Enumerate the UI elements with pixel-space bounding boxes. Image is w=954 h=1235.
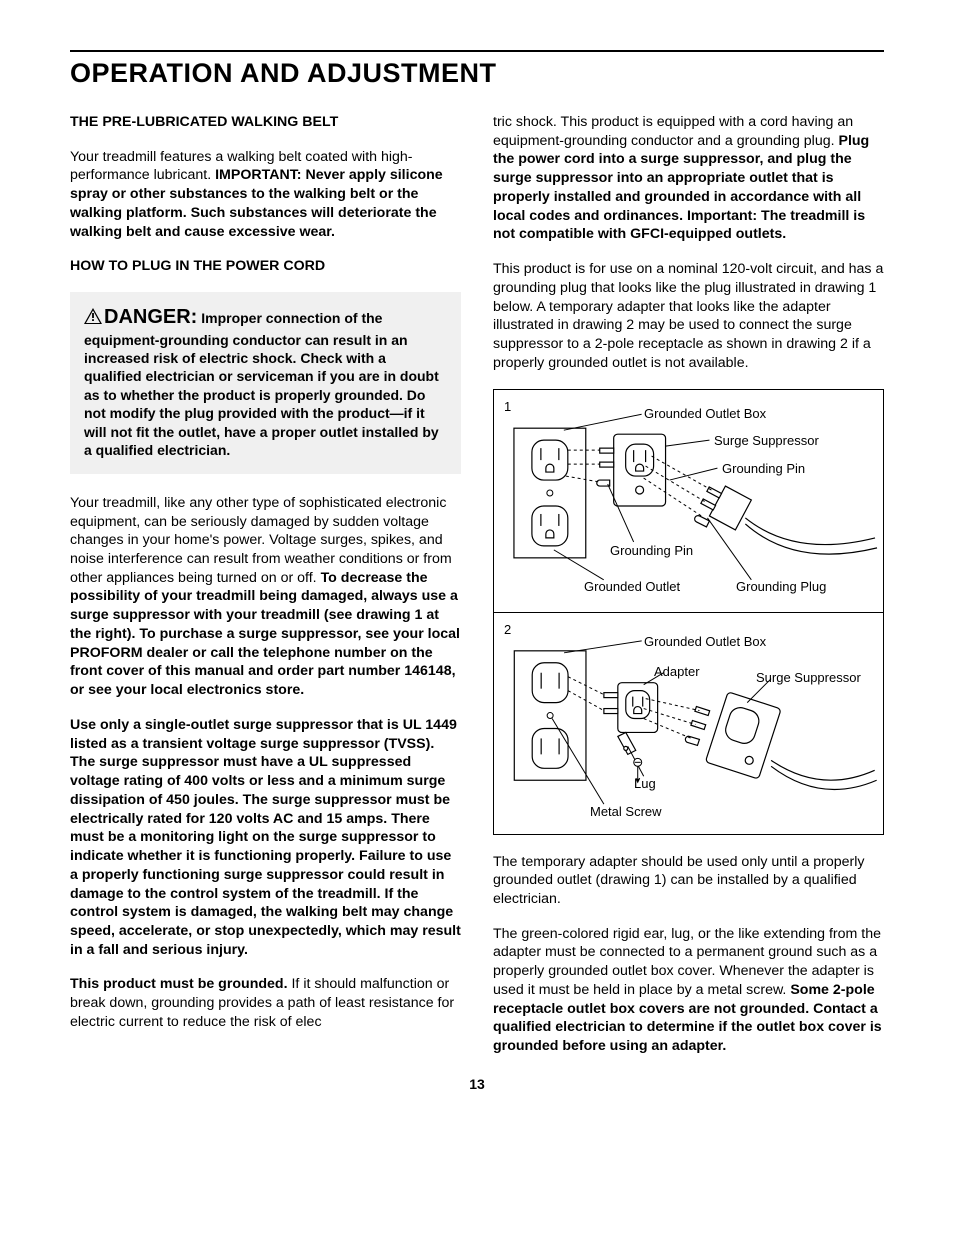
para-temp-adapter: The temporary adapter should be used onl… (493, 853, 884, 909)
page-number: 13 (70, 1076, 884, 1092)
para-lug: The green-colored rigid ear, lug, or the… (493, 925, 884, 1056)
subhead-plug: HOW TO PLUG IN THE POWER CORD (70, 257, 461, 276)
para-surge-intro: Your treadmill, like any other type of s… (70, 494, 461, 700)
danger-word: DANGER: (104, 306, 197, 328)
text-bold: Plug the power cord into a surge suppres… (493, 133, 869, 243)
label-adapter: Adapter (654, 663, 700, 680)
label-gpin1: Grounding Pin (722, 460, 805, 477)
label-surge: Surge Suppressor (714, 432, 819, 449)
para-cont: tric shock. This product is equipped wit… (493, 113, 884, 244)
page-title: OPERATION AND ADJUSTMENT (70, 58, 884, 89)
diagram-box: 1 (493, 389, 884, 835)
subhead-belt: THE PRE-LUBRICATED WALKING BELT (70, 113, 461, 132)
label-outlet-box: Grounded Outlet Box (644, 405, 766, 422)
text: tric shock. This product is equipped wit… (493, 114, 853, 149)
para-belt: Your treadmill features a walking belt c… (70, 148, 461, 242)
label-outlet-box2: Grounded Outlet Box (644, 633, 766, 650)
text-bold: To decrease the possibility of your trea… (70, 570, 460, 698)
danger-body: Improper connection of the equipment-gro… (84, 310, 439, 458)
warning-icon (84, 308, 102, 328)
top-rule (70, 50, 884, 52)
label-screw: Metal Screw (590, 803, 662, 820)
label-surge2: Surge Suppressor (756, 669, 861, 686)
para-grounded: This product must be grounded. If it sho… (70, 975, 461, 1031)
columns: THE PRE-LUBRICATED WALKING BELT Your tre… (70, 113, 884, 1056)
label-gpin2: Grounding Pin (610, 542, 693, 559)
para-surge-spec: Use only a single-outlet surge suppresso… (70, 716, 461, 960)
diagram-1: 1 (494, 390, 883, 612)
right-column: tric shock. This product is equipped wit… (493, 113, 884, 1056)
diagram-number: 2 (504, 621, 511, 638)
label-goutlet: Grounded Outlet (584, 578, 680, 595)
danger-box: DANGER: Improper connection of the equip… (70, 292, 461, 474)
diagram-2: 2 (494, 612, 883, 834)
label-gplug: Grounding Plug (736, 578, 826, 595)
text-bold: Use only a single-outlet surge suppresso… (70, 717, 461, 958)
para-120v: This product is for use on a nominal 120… (493, 260, 884, 372)
diagram-number: 1 (504, 398, 511, 415)
left-column: THE PRE-LUBRICATED WALKING BELT Your tre… (70, 113, 461, 1056)
text-bold: This product must be grounded. (70, 976, 288, 992)
label-lug: Lug (634, 775, 656, 792)
